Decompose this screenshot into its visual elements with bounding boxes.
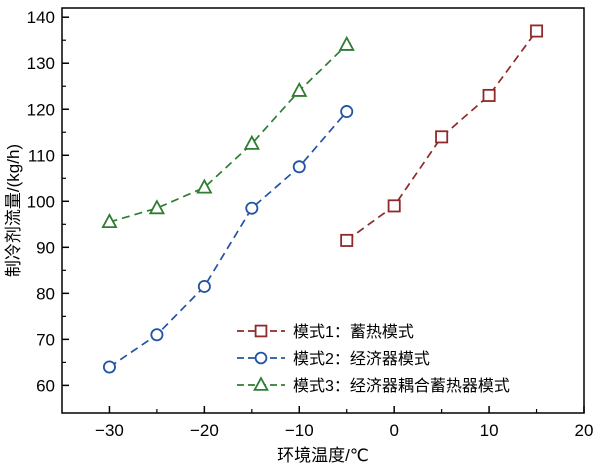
y-axis-tick-label: 120	[27, 100, 55, 119]
y-axis-tick-label: 110	[28, 146, 55, 165]
x-axis-tick-label: 10	[480, 421, 499, 440]
series-line	[109, 111, 348, 368]
square-marker-icon	[435, 130, 449, 144]
triangle-marker-icon	[253, 376, 269, 391]
triangle-marker-icon	[338, 35, 355, 51]
y-axis-tick-label: 100	[27, 192, 55, 211]
x-axis-tick-label: 20	[575, 421, 594, 440]
legend-label: 模式1：蓄热模式	[293, 323, 414, 341]
y-axis-tick-label: 60	[36, 376, 55, 395]
legend-label: 模式2：经济器模式	[293, 350, 430, 368]
triangle-marker-icon	[101, 213, 118, 229]
y-axis-tick-label: 140	[27, 8, 55, 27]
legend-item-3: 模式3：经济器耦合蓄热器模式	[237, 376, 510, 395]
square-marker-icon	[387, 199, 401, 213]
triangle-marker-icon	[243, 134, 260, 150]
series-1	[340, 24, 544, 247]
y-axis-tick-label: 130	[27, 54, 55, 73]
circle-marker-icon	[254, 351, 268, 365]
series-line	[109, 44, 348, 223]
x-axis: −30 −20 −10 0 10 20 环境温度/℃	[95, 406, 593, 465]
circle-marker-icon	[245, 201, 259, 215]
x-axis-tick-label: −30	[95, 421, 124, 440]
triangle-marker-icon	[148, 199, 166, 215]
x-axis-tick-label: −20	[190, 421, 219, 440]
circle-marker-icon	[340, 105, 354, 119]
square-marker-icon	[530, 24, 544, 38]
y-axis-tick-label: 70	[36, 330, 55, 349]
square-marker-icon	[340, 233, 354, 247]
triangle-marker-icon	[291, 81, 308, 97]
y-axis-tick-label: 90	[36, 238, 55, 257]
series-line	[346, 30, 538, 242]
legend-label: 模式3：经济器耦合蓄热器模式	[293, 377, 510, 395]
legend-item-2: 模式2：经济器模式	[237, 350, 430, 368]
y-axis-title: 制冷剂流量/(kg/h)	[4, 144, 23, 277]
plot-frame	[61, 7, 585, 414]
y-axis: 60 70 80 90 100 110 120 130 140 制冷剂流量/(kg/h)	[4, 8, 69, 395]
series-2	[102, 105, 354, 374]
circle-marker-icon	[292, 160, 306, 174]
series-3	[101, 35, 355, 229]
triangle-marker-icon	[196, 178, 213, 194]
x-axis-tick-label: −10	[285, 421, 314, 440]
square-marker-icon	[254, 324, 268, 338]
circle-marker-icon	[197, 279, 211, 293]
x-axis-tick-label: 0	[389, 421, 398, 440]
x-axis-title: 环境温度/℃	[277, 446, 369, 465]
y-axis-tick-label: 80	[36, 284, 55, 303]
square-marker-icon	[482, 88, 496, 102]
circle-marker-icon	[150, 328, 164, 342]
circle-marker-icon	[102, 360, 116, 374]
legend-item-1: 模式1：蓄热模式	[237, 323, 414, 341]
